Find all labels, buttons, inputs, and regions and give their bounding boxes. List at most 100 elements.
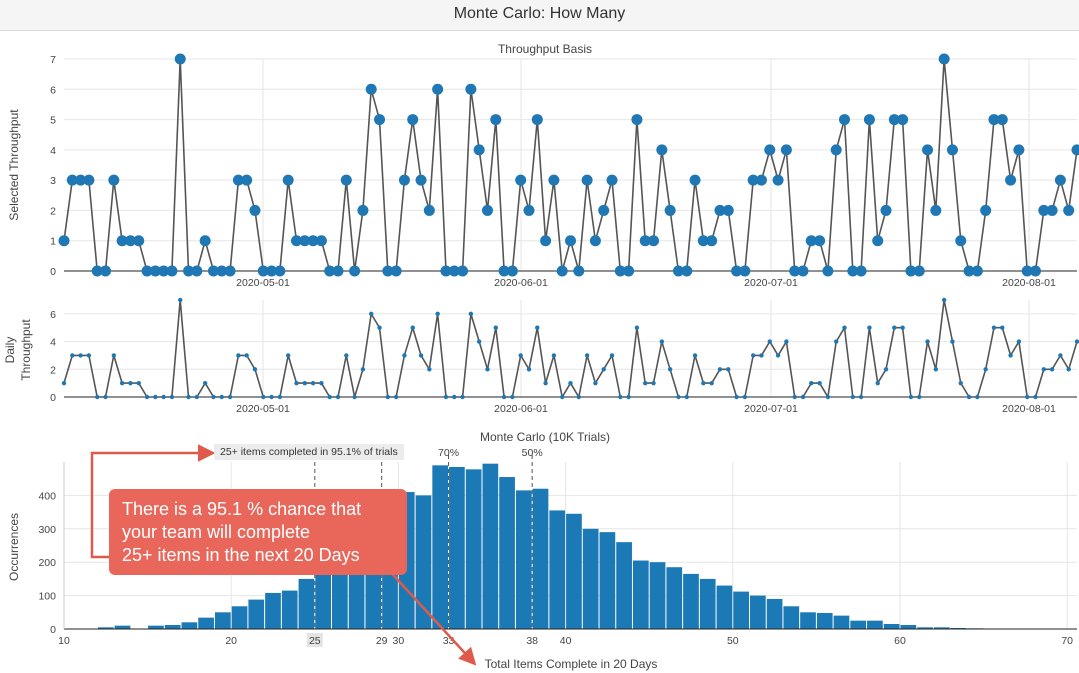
mid-data-point: [227, 394, 233, 400]
top-data-point: [623, 265, 635, 277]
mid-data-point: [767, 339, 772, 344]
top-data-point: [274, 265, 286, 277]
top-data-point: [440, 265, 452, 277]
top-data-point: [1013, 144, 1025, 156]
top-data-point: [490, 114, 502, 126]
mid-data-point: [991, 325, 997, 330]
top-data-point: [423, 204, 435, 216]
histogram-bar: [632, 560, 649, 629]
top-data-point: [772, 174, 784, 186]
top-data-point: [290, 235, 302, 247]
top-data-point: [739, 265, 751, 277]
top-data-point: [946, 144, 958, 156]
top-y-tick-label: 2: [50, 205, 56, 217]
mid-data-point: [950, 339, 955, 344]
mid-x-tick-label: 2020-07-01: [744, 403, 798, 415]
top-data-point: [531, 114, 543, 126]
top-data-point: [872, 235, 884, 247]
mid-data-point: [1058, 353, 1063, 358]
histogram-bar: [867, 620, 883, 629]
top-data-point: [697, 235, 709, 247]
mid-data-point: [219, 394, 224, 400]
mid-data-point: [78, 353, 83, 358]
histogram-bar: [816, 612, 833, 629]
top-data-point: [232, 174, 244, 186]
mid-data-point: [360, 367, 366, 372]
top-data-point: [606, 174, 618, 186]
histogram-y-tick-label: 400: [38, 490, 56, 502]
histogram-bar: [281, 590, 298, 629]
mid-data-point: [128, 380, 133, 386]
mid-data-point: [452, 394, 457, 400]
top-data-point: [797, 265, 809, 277]
top-data-point: [1054, 174, 1066, 186]
top-data-point: [332, 265, 344, 277]
top-data-point: [980, 204, 992, 216]
histogram-bar: [716, 585, 733, 629]
mid-data-point: [202, 380, 208, 386]
mid-data-point: [285, 353, 291, 358]
top-data-point: [1063, 204, 1075, 216]
mid-data-point: [244, 353, 249, 358]
mid-data-point: [1049, 367, 1055, 372]
mid-data-point: [327, 394, 332, 400]
histogram-bar: [783, 606, 800, 629]
top-data-point: [681, 265, 693, 277]
mid-y-tick-label: 4: [50, 337, 56, 349]
mid-data-point: [95, 394, 100, 400]
histogram-bar: [532, 488, 549, 629]
mid-data-point: [427, 367, 432, 372]
mid-data-point: [236, 353, 241, 358]
top-data-point: [216, 265, 228, 277]
mid-data-point: [111, 353, 117, 358]
histogram-bar: [549, 510, 566, 629]
mid-data-point: [460, 394, 465, 400]
top-data-point: [307, 235, 319, 247]
percentile-70-label: 70%: [438, 447, 459, 459]
histogram-bar: [699, 578, 716, 629]
mid-data-point: [867, 325, 872, 330]
top-data-point: [1021, 265, 1033, 277]
mid-data-point: [925, 339, 930, 344]
histogram-x-tick-label: 10: [58, 635, 70, 647]
top-data-point: [457, 265, 469, 277]
histogram-bar: [97, 627, 114, 629]
top-data-point: [481, 204, 493, 216]
percentile-50-label: 50%: [522, 447, 543, 459]
mid-data-point: [908, 394, 914, 400]
mid-data-point: [883, 367, 889, 372]
mid-data-point: [584, 353, 590, 358]
mid-x-tick-label: 2020-06-01: [494, 403, 548, 415]
histogram-x-tick-label: 60: [894, 635, 906, 647]
top-data-point: [847, 265, 859, 277]
mid-data-point: [634, 325, 640, 330]
mid-y-tick-label: 2: [50, 364, 56, 376]
mid-data-point: [410, 325, 415, 330]
top-data-point: [374, 114, 386, 126]
highlight-tick-bg: [306, 633, 323, 647]
histogram-x-tick-label: 38: [526, 635, 538, 647]
histogram-bar: [800, 612, 816, 629]
histogram-bar: [515, 490, 532, 629]
top-data-point: [382, 265, 394, 277]
top-data-point: [191, 265, 203, 277]
mid-data-point: [651, 380, 656, 386]
mid-data-point: [551, 353, 557, 358]
mid-data-point: [958, 380, 963, 386]
top-data-point: [731, 265, 743, 277]
top-data-point: [1005, 174, 1017, 186]
top-data-point: [241, 174, 253, 186]
mid-data-point: [344, 353, 349, 358]
top-data-point: [390, 265, 402, 277]
mid-data-point: [526, 367, 532, 372]
top-data-point: [415, 174, 427, 186]
histogram-bar: [766, 598, 783, 629]
histogram-y-axis-label: Occurrences: [7, 513, 21, 581]
top-data-point: [207, 265, 219, 277]
top-data-point: [573, 265, 585, 277]
mid-data-point: [941, 297, 947, 303]
mid-data-point: [86, 353, 92, 358]
mid-data-point: [626, 394, 631, 400]
top-data-point: [1071, 144, 1079, 156]
histogram-bar: [298, 578, 315, 629]
